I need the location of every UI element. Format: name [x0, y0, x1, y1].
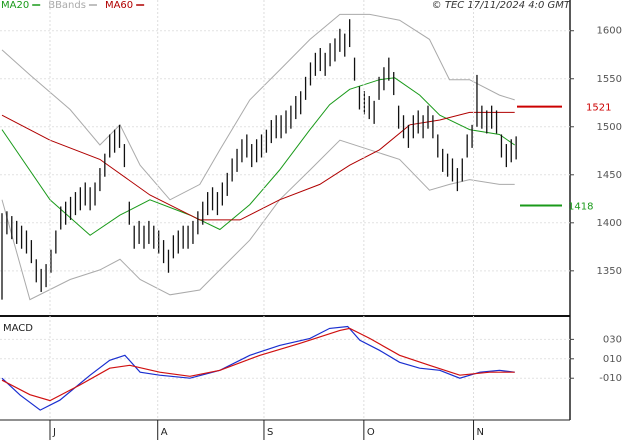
y-tick-label: -010	[599, 373, 622, 384]
legend-label: MA60	[105, 0, 133, 11]
y-tick-label: 1400	[597, 218, 622, 229]
last-value-label: 1418	[568, 202, 593, 213]
legend-label: MA20	[1, 0, 29, 11]
x-tick-label: A	[161, 427, 168, 438]
y-tick-label: 1600	[597, 26, 622, 37]
x-tick-label: S	[267, 427, 273, 438]
macd-line	[1, 327, 515, 402]
source: © TEC 17/11/2024 4:0 GMT	[432, 0, 571, 11]
y-tick-label: 1450	[597, 170, 622, 181]
x-tick-label: O	[367, 427, 375, 438]
moving-average	[1, 111, 515, 221]
x-tick-label: J	[52, 427, 56, 438]
legend-label: BBands	[48, 0, 86, 11]
y-tick-label: 030	[603, 334, 622, 345]
bband-lower	[1, 139, 515, 301]
y-tick-label: 1500	[597, 122, 622, 133]
x-tick-label: N	[477, 427, 484, 438]
y-tick-label: 1550	[597, 74, 622, 85]
last-value-label: 1521	[586, 103, 611, 114]
panel-title: MACD	[3, 323, 33, 334]
macd-line	[1, 325, 515, 411]
y-tick-label: 1350	[597, 266, 622, 277]
bband-upper	[1, 13, 515, 201]
moving-average	[1, 77, 515, 236]
y-tick-label: 010	[603, 354, 622, 365]
